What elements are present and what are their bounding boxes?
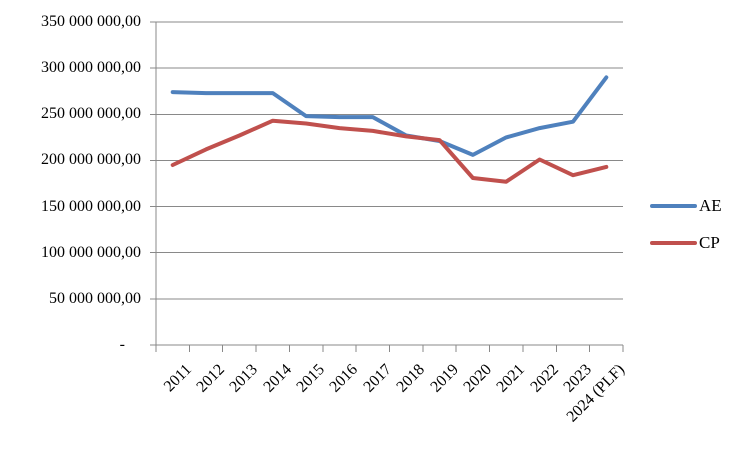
y-axis-tick-label: 150 000 000,00 bbox=[41, 197, 141, 215]
y-axis-tick-label: 200 000 000,00 bbox=[41, 151, 141, 169]
y-axis-tick-label: 300 000 000,00 bbox=[41, 59, 141, 77]
cp-line-swatch bbox=[650, 241, 697, 245]
line-chart: 350 000 000,00 300 000 000,00 250 000 000,… bbox=[41, 13, 750, 426]
legend-item-cp: CP bbox=[650, 233, 750, 253]
gridlines bbox=[150, 21, 623, 346]
series-lines bbox=[170, 75, 609, 184]
plot-svg bbox=[150, 21, 624, 352]
legend-item-ae: AE bbox=[650, 196, 750, 216]
y-axis-tick-label: 50 000 000,00 bbox=[49, 289, 141, 307]
legend: AE CP bbox=[650, 196, 750, 270]
legend-label-cp: CP bbox=[699, 233, 720, 252]
series-line-cp bbox=[170, 118, 609, 184]
y-axis-tick-label: 250 000 000,00 bbox=[41, 105, 141, 123]
y-axis-tick-label: - bbox=[119, 336, 141, 353]
y-axis-tick-label: 100 000 000,00 bbox=[41, 243, 141, 261]
axes bbox=[150, 22, 624, 352]
legend-label-ae: AE bbox=[699, 196, 722, 215]
series-line-ae bbox=[170, 75, 609, 157]
y-axis-tick-label: 350 000 000,00 bbox=[41, 13, 141, 30]
ae-line-swatch bbox=[650, 204, 697, 208]
